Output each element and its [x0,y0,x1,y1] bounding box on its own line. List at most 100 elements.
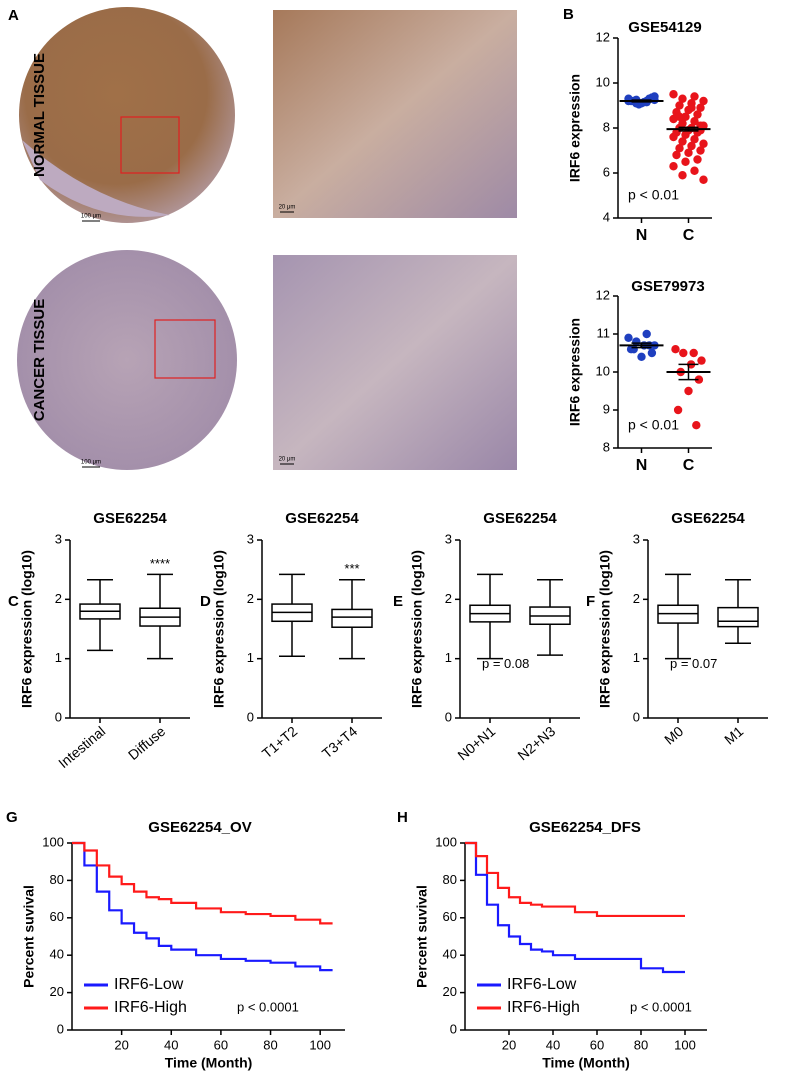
legend-label: IRF6-Low [114,976,184,993]
y-tick-label: 1 [247,650,254,665]
chart-title: GSE62254 [285,510,359,527]
y-tick-label: 80 [50,872,64,887]
box [331,608,373,628]
data-point [681,130,690,139]
y-tick-label: 8 [603,439,610,454]
normal-tissue-core [19,7,235,223]
x-tick-label: 20 [502,1037,516,1052]
y-axis-label: Percent suvival [414,885,430,988]
annotation: *** [344,561,359,576]
data-point [669,132,678,142]
y-tick-label: 20 [443,984,457,999]
x-tick-label: 100 [309,1037,331,1052]
y-tick-label: 1 [55,650,62,665]
data-point [678,171,687,180]
x-tick-label: T3+T4 [319,723,361,762]
y-tick-label: 60 [443,909,457,924]
x-tick-label: 80 [634,1037,648,1052]
y-axis-label: IRF6 expression [567,318,583,426]
data-point [669,162,678,171]
x-tick-label: T1+T2 [259,723,301,762]
x-tick-label: Intestinal [55,723,108,771]
y-tick-label: 0 [450,1021,457,1036]
y-tick-label: 0 [247,709,254,724]
data-point [672,150,681,160]
annotation: p < 0.0001 [237,999,299,1014]
annotation: **** [150,556,170,571]
x-axis-label: Time (Month) [165,1055,253,1071]
y-tick-label: 1 [633,650,640,665]
data-point [690,92,699,101]
data-point [678,137,687,146]
x-tick-label: N [636,457,648,474]
panel-label: C [8,593,19,610]
chart-title: GSE62254 [93,510,167,527]
y-tick-label: 9 [603,401,610,416]
survival-curve [465,841,685,918]
data-point [693,110,702,119]
panel-label: A [8,7,19,24]
annotation: p = 0.07 [670,656,717,671]
data-point [697,356,706,365]
y-tick-label: 60 [50,909,64,924]
row-label: CANCER TISSUE [31,299,48,422]
y-axis-label: IRF6 expression [567,74,583,182]
data-point [669,90,678,99]
y-tick-label: 3 [55,531,62,546]
x-tick-label: Diffuse [125,723,169,763]
legend-label: IRF6-High [507,999,580,1016]
tissue-images [17,7,517,470]
annotation: p < 0.0001 [630,999,692,1014]
x-tick-label: N [636,227,648,244]
data-point [678,94,687,103]
annotation: p < 0.01 [628,417,679,433]
y-tick-label: 80 [443,872,457,887]
annotation: p = 0.08 [482,656,529,671]
data-point [647,348,657,358]
data-point [675,144,684,153]
survival-curve [72,841,333,972]
data-point [684,386,693,396]
x-tick-label: 40 [546,1037,560,1052]
data-point [642,329,651,339]
scale-label: 20 μm [279,205,296,211]
data-point [690,135,699,144]
data-point [637,352,646,361]
y-tick-label: 100 [42,834,64,849]
y-tick-label: 3 [247,531,254,546]
chart-title: GSE79973 [631,278,704,295]
data-point [689,348,698,358]
data-point [696,103,705,112]
chart-title: GSE62254 [671,510,745,527]
y-tick-label: 0 [55,709,62,724]
data-point [675,112,684,121]
x-tick-label: 40 [164,1037,178,1052]
y-tick-label: 0 [57,1021,64,1036]
x-tick-label: 60 [590,1037,604,1052]
y-tick-label: 100 [435,834,457,849]
panel-label: H [397,809,408,826]
y-axis-label: IRF6 expression (log10) [19,550,35,708]
y-tick-label: 11 [597,325,611,340]
y-tick-label: 1 [445,650,452,665]
scale-label: 20 μm [279,457,296,463]
normal-tissue-zoom [273,10,517,218]
zoom-box [154,319,216,379]
y-tick-label: 2 [633,591,640,606]
y-tick-label: 12 [596,287,610,302]
panel-label: B [563,6,574,23]
box [717,606,759,628]
data-point [696,146,705,155]
y-axis-label: IRF6 expression (log10) [597,550,613,708]
y-tick-label: 2 [445,591,452,606]
x-tick-label: 20 [114,1037,128,1052]
cancer-tissue-core [17,250,237,470]
cancer-tissue-zoom [273,255,517,470]
y-tick-label: 4 [603,209,610,224]
row-label: NORMAL TISSUE [31,53,48,177]
data-point [679,348,688,358]
legend-label: IRF6-High [114,999,187,1016]
panel-label: G [6,809,18,826]
data-point [693,155,702,164]
